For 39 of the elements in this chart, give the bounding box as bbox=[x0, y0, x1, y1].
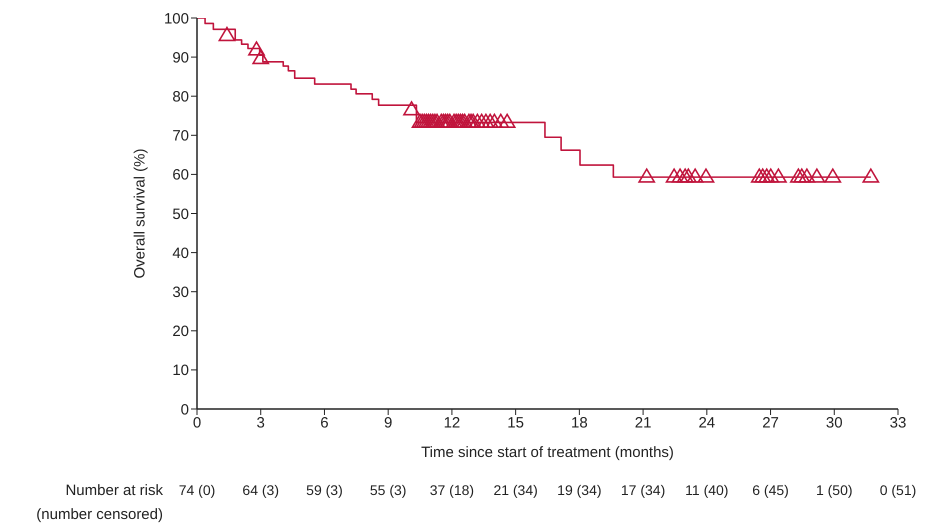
y-tick-label: 90 bbox=[172, 49, 189, 66]
text: 74 (0) bbox=[178, 482, 216, 498]
text: (number censored) bbox=[36, 506, 163, 523]
x-tick-label: 33 bbox=[890, 414, 906, 432]
text: 55 (3) bbox=[368, 482, 408, 498]
text: 6 (45) bbox=[751, 482, 790, 498]
x-tick-label: 6 bbox=[320, 414, 329, 432]
text: 11 (40) bbox=[684, 482, 730, 498]
text: 17 (34) bbox=[620, 482, 666, 498]
x-tick-label: 24 bbox=[698, 414, 716, 432]
y-tick-label: 60 bbox=[172, 166, 189, 184]
text: Number at risk bbox=[65, 482, 163, 499]
y-tick-label: 40 bbox=[172, 244, 189, 262]
text: 64 (3) bbox=[241, 482, 280, 498]
x-tick-label: 3 bbox=[256, 414, 265, 432]
y-tick-label: 50 bbox=[172, 206, 189, 223]
x-tick-label: 18 bbox=[571, 414, 588, 432]
y-tick-label: 70 bbox=[172, 128, 189, 145]
text: 21 (34) bbox=[492, 482, 539, 498]
text: 1 (50) bbox=[814, 482, 854, 498]
x-tick-label: 0 bbox=[192, 414, 202, 432]
y-tick-label: 0 bbox=[180, 401, 189, 418]
x-tick-label: 12 bbox=[444, 414, 460, 432]
x-tick-label: 9 bbox=[384, 414, 392, 432]
y-tick-label: 30 bbox=[172, 284, 189, 302]
text: 37 (18) bbox=[428, 482, 476, 498]
y-tick-label: 100 bbox=[164, 10, 189, 28]
x-axis-title: Time since start of treatment (months) bbox=[421, 444, 674, 461]
y-tick-label: 10 bbox=[172, 362, 189, 380]
text: 0 (51) bbox=[878, 482, 918, 498]
x-tick-label: 27 bbox=[762, 414, 779, 432]
text: 59 (3) bbox=[305, 482, 344, 498]
text: 19 (34) bbox=[556, 482, 603, 498]
x-tick-label: 15 bbox=[507, 414, 524, 432]
y-tick-label: 80 bbox=[172, 88, 189, 106]
y-axis-title: Overall survival (%) bbox=[131, 148, 148, 279]
x-tick-label: 21 bbox=[634, 414, 652, 432]
y-tick-label: 20 bbox=[172, 323, 189, 340]
x-tick-label: 30 bbox=[826, 414, 843, 432]
